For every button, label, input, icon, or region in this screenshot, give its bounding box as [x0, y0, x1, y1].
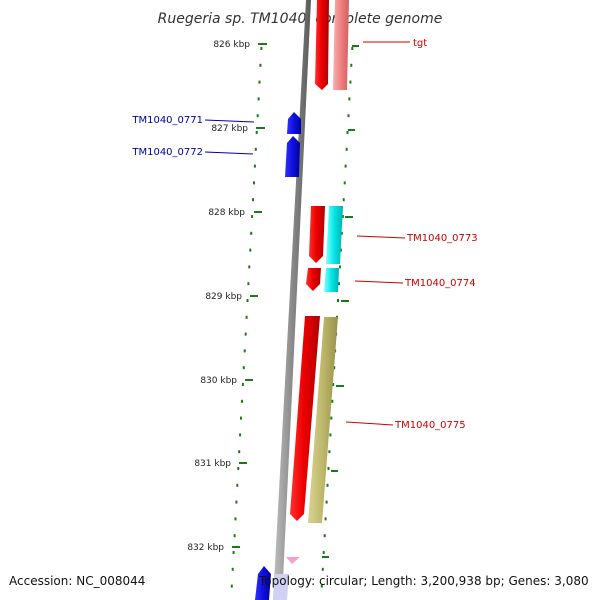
- scale-left-dot: [253, 181, 255, 185]
- scale-left-dot: [254, 147, 257, 151]
- scale-right-dot: [338, 282, 340, 286]
- tick-label-832: 832 kbp: [187, 543, 224, 553]
- scale-left-dot: [249, 248, 252, 252]
- gene-tm1040-0773-product[interactable]: [326, 206, 343, 264]
- scale-left-dot: [231, 567, 234, 571]
- gene-tgt-cds[interactable]: [315, 0, 329, 90]
- tick-label-827: 827 kbp: [211, 124, 248, 134]
- scale-left-dot: [243, 349, 246, 353]
- scale-right-dot: [320, 584, 323, 588]
- tick-label-826: 826 kbp: [213, 40, 250, 50]
- scale-right-dot: [330, 416, 333, 420]
- scale-right-dot: [345, 147, 348, 151]
- scale-ticks-right: [322, 45, 359, 558]
- gene-tgt-rna[interactable]: [333, 0, 349, 90]
- gene-tm1040-0773[interactable]: [309, 206, 325, 263]
- scale-right-dot: [343, 181, 346, 185]
- genome-backbone: [273, 0, 311, 600]
- scale-left-dot: [241, 383, 244, 386]
- gene-tm1040-0775-product[interactable]: [308, 317, 338, 523]
- scale-ticks: 826 kbp 827 kbp 828 kbp 829 kbp 830 kbp …: [187, 40, 267, 553]
- gene-bottom-pale[interactable]: [273, 574, 289, 600]
- scale-left-dot: [256, 114, 259, 118]
- scale-right-dot: [337, 299, 339, 302]
- scale-right-dot: [341, 215, 344, 218]
- scale-left-dot: [257, 97, 260, 101]
- scale-left-dot: [232, 551, 235, 554]
- tick-label-828: 828 kbp: [208, 208, 245, 218]
- label-tm1040-0773[interactable]: TM1040_0773: [406, 233, 478, 244]
- label-tm1040-0771[interactable]: TM1040_0771: [131, 115, 203, 126]
- scale-left-dot: [234, 517, 237, 521]
- scale-left-dot: [258, 80, 261, 84]
- scale-right-dot: [348, 97, 351, 101]
- scale-right-dot: [322, 551, 325, 554]
- scale-right-dot: [331, 399, 334, 403]
- scale-left-dot: [248, 265, 251, 269]
- scale-left-dot: [241, 399, 243, 403]
- scale-left-dot: [239, 433, 242, 437]
- accession-text: Accession: NC_008044: [9, 574, 146, 588]
- scale-left-dot: [230, 584, 233, 588]
- scale-right-dot: [333, 366, 336, 370]
- label-tm1040-0775[interactable]: TM1040_0775: [394, 420, 466, 431]
- map-title: Ruegeria sp. TM1040, complete genome: [158, 11, 443, 27]
- gene-bottom-blue[interactable]: [255, 566, 271, 600]
- scale-left-dot: [242, 366, 245, 370]
- scale-left-dot: [251, 215, 254, 218]
- feature-labels: tgt TM1040_0771 TM1040_0772 TM1040_0773 …: [131, 38, 477, 431]
- scale-left-dot: [238, 450, 241, 454]
- scale-right-dot: [321, 567, 324, 571]
- scale-left-dot: [252, 198, 254, 202]
- scale-right-dot: [323, 534, 326, 538]
- scale-right-dot: [326, 483, 329, 487]
- topology-text: Topology: circular; Length: 3,200,938 bp…: [259, 574, 589, 588]
- scale-left-dot: [246, 299, 249, 302]
- scale-right-dot: [347, 114, 350, 118]
- label-tm1040-0774[interactable]: TM1040_0774: [404, 278, 476, 289]
- scale-left-dot: [240, 416, 242, 420]
- scale-left-dot: [260, 47, 263, 50]
- misc-feature-marker[interactable]: [286, 557, 300, 564]
- scale-right-dot: [344, 164, 347, 168]
- label-tm1040-0772[interactable]: TM1040_0772: [131, 147, 203, 158]
- scale-right-dot: [350, 63, 353, 67]
- scale-left-dot: [259, 63, 262, 67]
- scale-left-dot: [250, 231, 253, 235]
- label-tgt[interactable]: tgt: [413, 38, 427, 49]
- scale-right-dot: [342, 198, 345, 202]
- scale-right-dot: [340, 231, 343, 235]
- scale-right-dot: [328, 450, 331, 454]
- gene-tm1040-0772[interactable]: [285, 136, 300, 177]
- scale-dots-left: [230, 47, 263, 588]
- gene-tm1040-0774-product[interactable]: [324, 268, 339, 292]
- gene-tm1040-0771[interactable]: [287, 112, 301, 134]
- gene-features: [255, 0, 349, 600]
- scale-left-dot: [233, 534, 236, 538]
- scale-right-dot: [325, 500, 328, 504]
- tick-label-830: 830 kbp: [200, 376, 237, 386]
- scale-left-dot: [236, 483, 239, 487]
- scale-left-dot: [235, 500, 238, 504]
- scale-right-dot: [329, 433, 332, 437]
- scale-right-dot: [327, 467, 330, 470]
- scale-right-dot: [338, 265, 341, 269]
- scale-left-dot: [237, 467, 240, 470]
- tick-label-831: 831 kbp: [194, 459, 231, 469]
- scale-left-dot: [244, 332, 247, 336]
- scale-right-dot: [332, 383, 335, 386]
- scale-right-dot: [351, 47, 354, 50]
- scale-right-dot: [339, 248, 342, 252]
- scale-right-dot: [324, 517, 327, 521]
- scale-left-dot: [255, 131, 258, 134]
- scale-left-dot: [247, 282, 250, 286]
- scale-left-dot: [245, 315, 248, 319]
- scale-right-dot: [349, 80, 352, 84]
- scale-left-dot: [253, 164, 256, 168]
- gene-tm1040-0774[interactable]: [306, 268, 321, 291]
- tick-label-829: 829 kbp: [205, 292, 242, 302]
- gene-tm1040-0775[interactable]: [290, 316, 320, 521]
- scale-right-dot: [346, 131, 349, 134]
